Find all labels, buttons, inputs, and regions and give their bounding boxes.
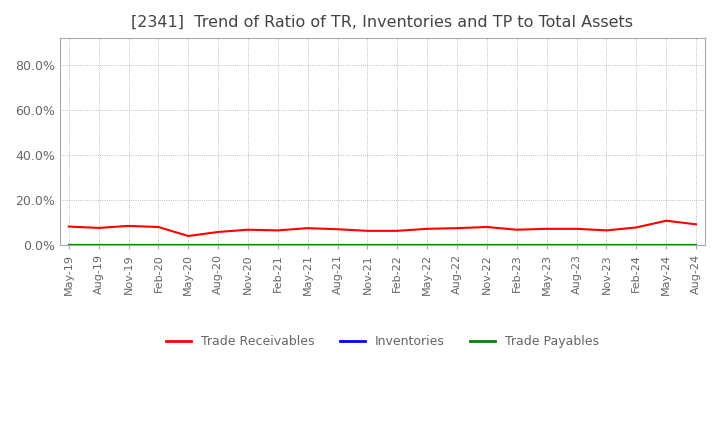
Inventories: [274, 242, 282, 247]
Inventories: [572, 242, 581, 247]
Inventories: [692, 242, 701, 247]
Trade Receivables: [662, 218, 670, 224]
Inventories: [154, 242, 163, 247]
Trade Receivables: [453, 225, 462, 231]
Trade Payables: [393, 242, 402, 248]
Trade Receivables: [423, 226, 431, 231]
Trade Payables: [94, 242, 103, 248]
Trade Payables: [214, 242, 222, 248]
Inventories: [423, 242, 431, 247]
Trade Receivables: [184, 233, 193, 238]
Inventories: [662, 242, 670, 247]
Trade Payables: [154, 242, 163, 248]
Trade Receivables: [274, 228, 282, 233]
Inventories: [184, 242, 193, 247]
Inventories: [363, 242, 372, 247]
Trade Payables: [692, 242, 701, 248]
Line: Trade Receivables: Trade Receivables: [69, 221, 696, 236]
Trade Receivables: [572, 226, 581, 231]
Inventories: [393, 242, 402, 247]
Trade Payables: [125, 242, 133, 248]
Trade Payables: [453, 242, 462, 248]
Trade Payables: [274, 242, 282, 248]
Trade Receivables: [602, 228, 611, 233]
Trade Receivables: [513, 227, 521, 232]
Trade Payables: [572, 242, 581, 248]
Trade Receivables: [214, 229, 222, 235]
Trade Receivables: [125, 223, 133, 228]
Trade Payables: [65, 242, 73, 248]
Trade Receivables: [482, 224, 491, 230]
Inventories: [482, 242, 491, 247]
Trade Receivables: [65, 224, 73, 229]
Inventories: [214, 242, 222, 247]
Trade Payables: [303, 242, 312, 248]
Legend: Trade Receivables, Inventories, Trade Payables: Trade Receivables, Inventories, Trade Pa…: [161, 330, 603, 353]
Inventories: [513, 242, 521, 247]
Trade Receivables: [243, 227, 252, 232]
Trade Payables: [423, 242, 431, 248]
Inventories: [632, 242, 641, 247]
Trade Payables: [333, 242, 342, 248]
Inventories: [125, 242, 133, 247]
Trade Receivables: [393, 228, 402, 234]
Inventories: [542, 242, 551, 247]
Inventories: [243, 242, 252, 247]
Inventories: [333, 242, 342, 247]
Trade Receivables: [94, 225, 103, 231]
Trade Receivables: [303, 225, 312, 231]
Trade Receivables: [542, 226, 551, 231]
Inventories: [65, 242, 73, 247]
Trade Receivables: [333, 227, 342, 232]
Trade Receivables: [692, 222, 701, 227]
Trade Payables: [482, 242, 491, 248]
Trade Payables: [542, 242, 551, 248]
Trade Receivables: [154, 224, 163, 230]
Inventories: [602, 242, 611, 247]
Trade Receivables: [632, 225, 641, 230]
Trade Payables: [184, 242, 193, 248]
Inventories: [453, 242, 462, 247]
Trade Payables: [363, 242, 372, 248]
Inventories: [303, 242, 312, 247]
Inventories: [94, 242, 103, 247]
Title: [2341]  Trend of Ratio of TR, Inventories and TP to Total Assets: [2341] Trend of Ratio of TR, Inventories…: [132, 15, 634, 30]
Trade Payables: [632, 242, 641, 248]
Trade Receivables: [363, 228, 372, 234]
Trade Payables: [513, 242, 521, 248]
Trade Payables: [662, 242, 670, 248]
Trade Payables: [243, 242, 252, 248]
Trade Payables: [602, 242, 611, 248]
